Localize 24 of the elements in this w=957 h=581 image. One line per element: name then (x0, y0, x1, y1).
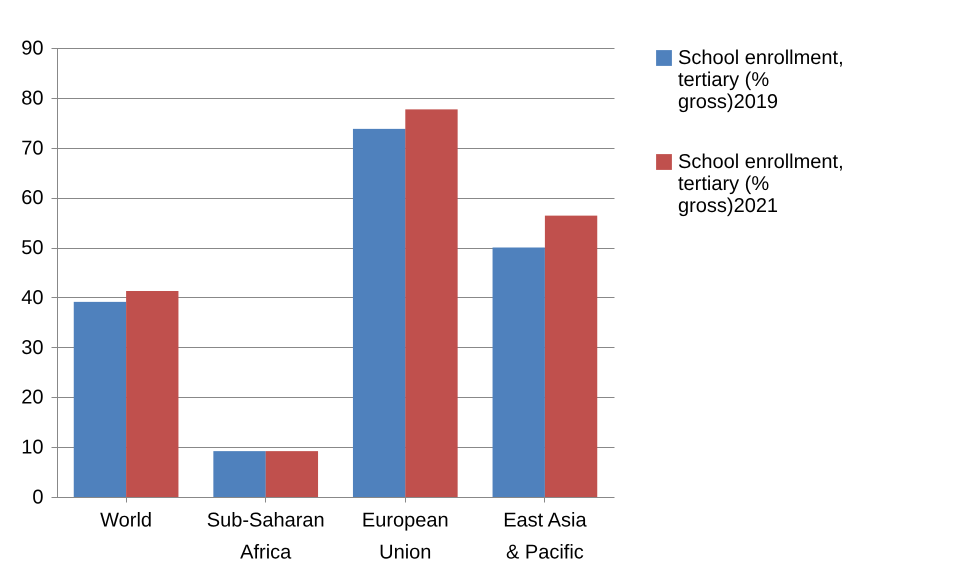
legend-label: School enrollment, tertiary (% gross)2019 (678, 47, 844, 113)
y-tick-label: 90 (21, 38, 44, 60)
y-tick-label: 10 (21, 436, 44, 459)
legend-label: School enrollment, tertiary (% gross)2021 (678, 151, 844, 217)
y-tick-label: 80 (21, 87, 44, 110)
x-tick-label: European Union (362, 510, 449, 564)
bar (266, 451, 318, 497)
y-tick-label: 70 (21, 137, 44, 160)
bar (126, 290, 178, 497)
y-tick-label: 20 (21, 386, 44, 409)
bar (74, 302, 126, 497)
bar (405, 109, 458, 497)
x-tick-label: Sub-Saharan Africa (206, 510, 325, 564)
y-tick-label: 50 (21, 237, 44, 260)
y-tick-label: 30 (21, 336, 44, 359)
x-tick-label: World (100, 510, 152, 532)
y-tick-label: 40 (21, 286, 44, 309)
bar (352, 128, 406, 497)
y-tick-label: 60 (21, 187, 44, 210)
y-tick-label: 0 (32, 486, 44, 508)
bar (544, 216, 598, 497)
bar (213, 451, 266, 497)
x-tick-label: East Asia & Pacific (503, 510, 588, 564)
bar (492, 248, 545, 497)
